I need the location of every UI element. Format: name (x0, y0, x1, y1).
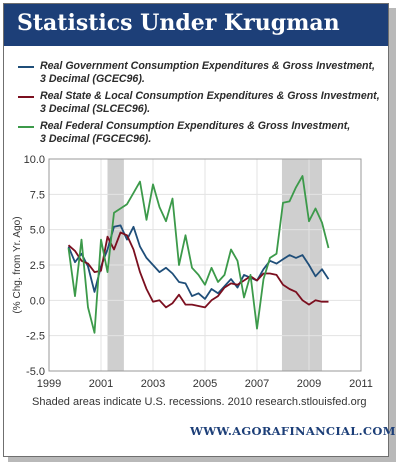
legend-label-fgcec96-line2: 3 Decimal (FGCEC96). (40, 133, 152, 145)
y-tick-label: 2.5 (30, 260, 45, 272)
x-tick-label: 2001 (89, 378, 113, 390)
legend: Real Government Consumption Expenditures… (18, 60, 382, 150)
x-tick-label: 2005 (193, 378, 217, 390)
legend-label-gcec96-line2: 3 Decimal (GCEC96). (40, 73, 145, 85)
series-line-2 (67, 175, 330, 334)
y-tick-label: -5.0 (26, 366, 45, 378)
chart-title: Statistics Under Krugman (17, 10, 340, 36)
legend-label-slcec96-line1: Real State & Local Consumption Expenditu… (40, 90, 380, 102)
x-tick-label: 2003 (141, 378, 165, 390)
legend-swatch-slcec96 (18, 96, 34, 98)
legend-item-fgcec96: Real Federal Consumption Expenditures & … (18, 120, 382, 146)
chart-card: Statistics Under Krugman Real Government… (3, 3, 395, 457)
title-bar: Statistics Under Krugman (4, 4, 388, 46)
recession-footnote: Shaded areas indicate U.S. recessions. 2… (32, 396, 367, 408)
x-tick-label: 2007 (245, 378, 269, 390)
legend-label-gcec96-line1: Real Government Consumption Expenditures… (40, 60, 375, 72)
x-tick-label: 2011 (349, 378, 373, 390)
y-axis-label: (% Chg. from Yr. Ago) (12, 216, 23, 313)
y-tick-label: 0.0 (30, 295, 45, 307)
legend-label-fgcec96-line1: Real Federal Consumption Expenditures & … (40, 120, 351, 132)
x-tick-label: 2009 (297, 378, 321, 390)
y-tick-label: 7.5 (30, 189, 45, 201)
legend-swatch-fgcec96 (18, 126, 34, 128)
series-line-1 (67, 231, 329, 309)
brand-url: WWW.AGORAFINANCIAL.COM (190, 424, 396, 438)
legend-label-slcec96-line2: 3 Decimal (SLCEC96). (40, 103, 151, 115)
legend-item-gcec96: Real Government Consumption Expenditures… (18, 60, 382, 86)
x-tick-label: 1999 (37, 378, 61, 390)
plot-frame (48, 158, 362, 372)
y-tick-label: -2.5 (26, 331, 45, 343)
y-tick-label: 10.0 (24, 154, 45, 166)
legend-swatch-gcec96 (18, 66, 34, 68)
legend-item-slcec96: Real State & Local Consumption Expenditu… (18, 90, 382, 116)
y-tick-label: 5.0 (30, 225, 45, 237)
